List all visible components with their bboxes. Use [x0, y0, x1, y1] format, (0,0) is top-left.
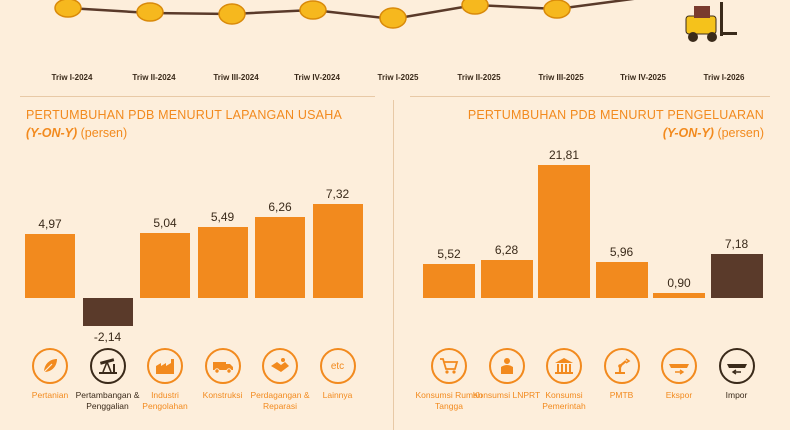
bar-industri-pengolahan [140, 232, 190, 298]
leaf-icon [32, 348, 68, 384]
bar-value-label: 7,18 [724, 237, 749, 252]
quarter-label: Triw IV-2025 [620, 73, 666, 82]
forklift-icon [685, 2, 737, 42]
divider-left [20, 96, 375, 97]
category-label: Perdagangan & Reparasi [250, 390, 310, 411]
quarter-label: Triw I-2026 [703, 73, 745, 82]
bar-value-label: 6,28 [494, 242, 519, 257]
robot-arm-icon [603, 348, 640, 384]
section-divider [393, 100, 394, 430]
right-section-title: PERTUMBUHAN PDB MENURUT PENGELUARAN [467, 108, 764, 122]
quarter-label: Triw I-2025 [377, 73, 419, 82]
quarter-label: Triw II-2024 [132, 73, 176, 82]
government-building-icon [546, 348, 582, 384]
handshake-icon [262, 348, 298, 384]
bar-value-label: 5,52 [437, 247, 461, 262]
category-label: Impor [725, 390, 748, 400]
import-ship-icon [718, 348, 755, 384]
category-label: Pertanian [31, 390, 69, 400]
truck-icon [204, 348, 241, 384]
bar-value-label: 7,32 [325, 186, 350, 201]
quarter-label: Triw IV-2024 [294, 73, 340, 82]
bar-konsumsi-lnprt [480, 259, 533, 298]
divider-right [410, 96, 770, 97]
bar-lainnya [312, 203, 363, 298]
left-section-subtitle: (Y-ON-Y) (persen) [26, 126, 128, 140]
bar-value-label: 21,81 [548, 147, 580, 162]
bar-value-label: -2,14 [93, 329, 122, 344]
gdp-timeline [54, 0, 737, 42]
category-label: Industri Pengolahan [142, 390, 188, 411]
etc-icon: etc [319, 348, 356, 384]
bar-value-label: 6,26 [268, 200, 292, 215]
bar-konsumsi-rumah-tangga [423, 264, 475, 298]
category-label: Ekspor [665, 390, 693, 400]
quarter-label: Triw III-2024 [213, 73, 259, 82]
bar-pmtb [595, 261, 648, 298]
person-icon [488, 348, 525, 384]
bar-konstruksi [197, 227, 248, 298]
category-label: Konsumsi Rumah Tangga [415, 390, 483, 411]
category-label: Konstruksi [202, 390, 243, 400]
bar-pertambangan-penggalian [82, 298, 133, 326]
bar-value-label: 5,49 [210, 210, 235, 225]
category-label: PMTB [609, 390, 634, 400]
category-label: Pertambangan & Penggalian [75, 390, 140, 411]
bar-value-label: 5,96 [609, 244, 634, 259]
shopping-cart-icon [431, 348, 467, 384]
category-label: Konsumsi LNPRT [472, 390, 541, 400]
quarter-label: Triw II-2025 [457, 73, 501, 82]
export-ship-icon [661, 348, 697, 384]
bar-value-label: 4,97 [38, 216, 62, 231]
bar-ekspor [653, 292, 705, 298]
category-label: Konsumsi Pemerintah [542, 390, 586, 411]
left-section-title: PERTUMBUHAN PDB MENURUT LAPANGAN USAHA [26, 108, 342, 122]
coin-stack-icon [54, 0, 571, 29]
bar-konsumsi-pemerintah [538, 164, 590, 298]
oil-pump-icon [89, 348, 126, 384]
quarter-label: Triw III-2025 [538, 73, 584, 82]
factory-icon [147, 348, 183, 384]
category-label: Lainnya [322, 390, 353, 400]
bar-value-label: 0,90 [667, 275, 691, 290]
right-section-subtitle: (Y-ON-Y) (persen) [662, 126, 764, 140]
bar-pertanian [25, 233, 75, 298]
quarter-label: Triw I-2024 [51, 73, 93, 82]
bar-impor [710, 254, 763, 298]
bar-perdagangan-reparasi [255, 217, 305, 298]
bar-value-label: 5,04 [153, 215, 177, 230]
